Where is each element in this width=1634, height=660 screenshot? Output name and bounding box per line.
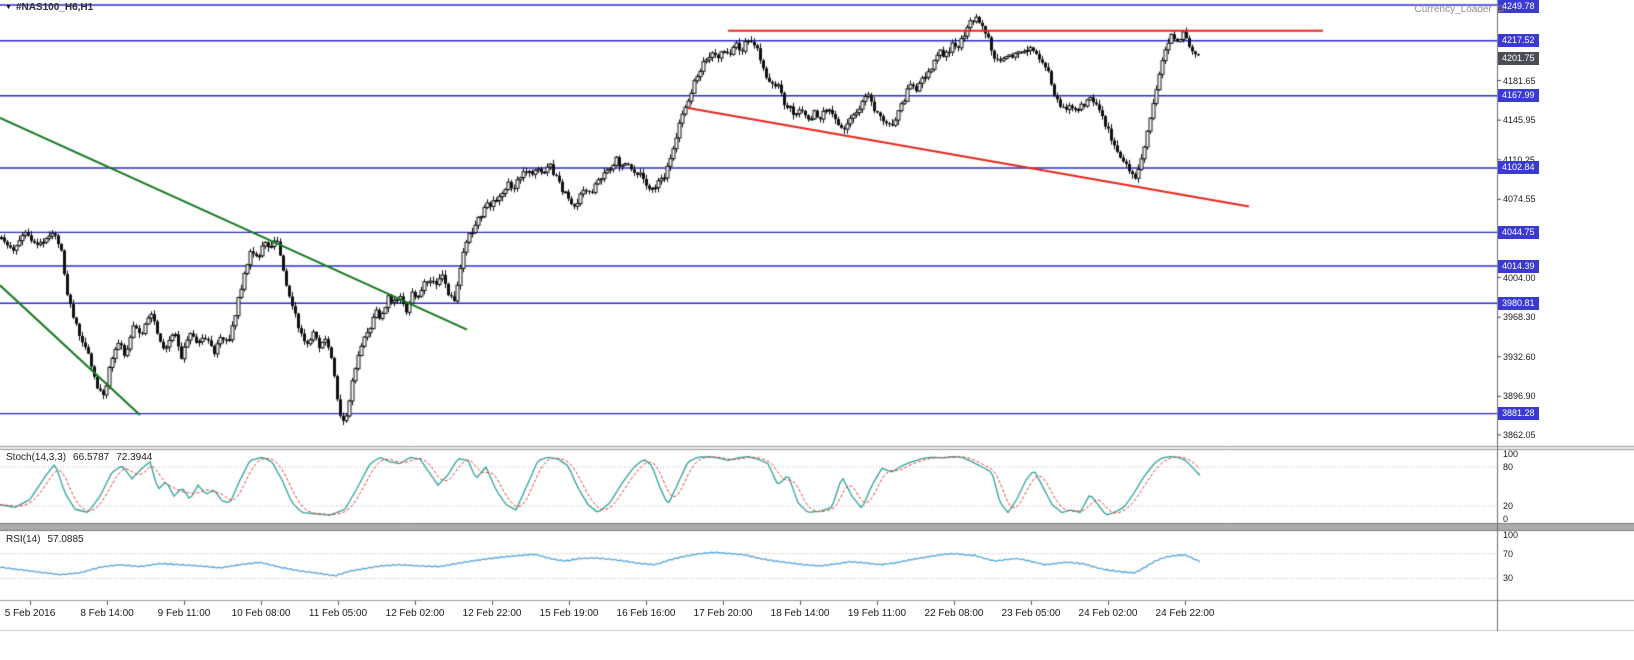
price-level-badge: 4044.75 xyxy=(1498,225,1539,239)
price-level-badge: 4102.84 xyxy=(1498,161,1539,175)
price-label: 3932.60 xyxy=(1503,351,1536,362)
rsi-level-label: 30 xyxy=(1503,573,1514,584)
stoch-label: Stoch(14,3,3) 66.5787 72.3944 xyxy=(6,452,152,463)
stoch-level-label: 100 xyxy=(1503,449,1519,459)
price-level-badge: 4167.99 xyxy=(1498,89,1539,103)
stoch-signal-value: 72.3944 xyxy=(116,452,153,463)
symbol-dropdown-icon[interactable]: ▼ xyxy=(5,4,12,11)
rsi-level-label: 70 xyxy=(1503,548,1514,559)
stoch-name: Stoch(14,3,3) xyxy=(6,452,67,463)
watermark-text: Currency_Loader xyxy=(1414,4,1492,15)
time-label: 18 Feb 14:00 xyxy=(770,608,830,619)
time-label: 22 Feb 08:00 xyxy=(924,608,984,619)
time-label: 15 Feb 19:00 xyxy=(539,608,599,619)
symbol-header: ▼ #NAS100_H6,H1 xyxy=(5,1,93,14)
price-level-badge: 4249.78 xyxy=(1498,0,1539,13)
stoch-level-label: 0 xyxy=(1503,514,1509,524)
time-label: 10 Feb 08:00 xyxy=(231,608,291,619)
price-label: 3862.05 xyxy=(1503,429,1536,440)
rsi-level-label: 100 xyxy=(1503,530,1519,540)
rsi-value: 57.0885 xyxy=(47,534,84,545)
rsi-label: RSI(14) 57.0885 xyxy=(6,534,84,545)
current-price-badge: 4201.75 xyxy=(1498,51,1539,65)
stoch-main-value: 66.5787 xyxy=(73,452,110,463)
time-label: 19 Feb 11:00 xyxy=(847,608,907,619)
symbol-label: #NAS100_H6,H1 xyxy=(15,2,94,13)
time-label: 12 Feb 22:00 xyxy=(462,608,522,619)
price-level-badge: 4014.39 xyxy=(1498,259,1539,273)
time-label: 8 Feb 14:00 xyxy=(80,608,134,619)
stoch-level-label: 80 xyxy=(1503,462,1514,472)
price-label: 4074.55 xyxy=(1503,194,1536,205)
price-label: 4145.95 xyxy=(1503,115,1536,126)
watermark: Currency_Loader ☺ xyxy=(1414,3,1507,16)
price-label: 3896.90 xyxy=(1503,391,1536,402)
time-label: 12 Feb 02:00 xyxy=(385,608,445,619)
price-label: 3968.30 xyxy=(1503,312,1536,323)
time-label: 24 Feb 22:00 xyxy=(1155,608,1215,619)
time-label: 24 Feb 02:00 xyxy=(1078,608,1138,619)
rsi-name: RSI(14) xyxy=(6,534,41,545)
price-level-badge: 3980.81 xyxy=(1498,296,1539,310)
smiley-icon: ☺ xyxy=(1494,3,1506,15)
stoch-level-label: 20 xyxy=(1503,501,1514,511)
time-label: 5 Feb 2016 xyxy=(4,608,56,619)
time-label: 17 Feb 20:00 xyxy=(693,608,753,619)
time-label: 11 Feb 05:00 xyxy=(308,608,368,619)
price-label: 4181.65 xyxy=(1503,75,1536,86)
price-label: 4110.25 xyxy=(1503,154,1535,165)
price-level-badge: 3881.28 xyxy=(1498,407,1539,421)
time-label: 23 Feb 05:00 xyxy=(1001,608,1061,619)
price-level-badge: 4217.52 xyxy=(1498,34,1539,48)
price-label: 4004.00 xyxy=(1503,272,1536,283)
time-label: 16 Feb 16:00 xyxy=(616,608,676,619)
time-label: 9 Feb 11:00 xyxy=(157,608,211,619)
